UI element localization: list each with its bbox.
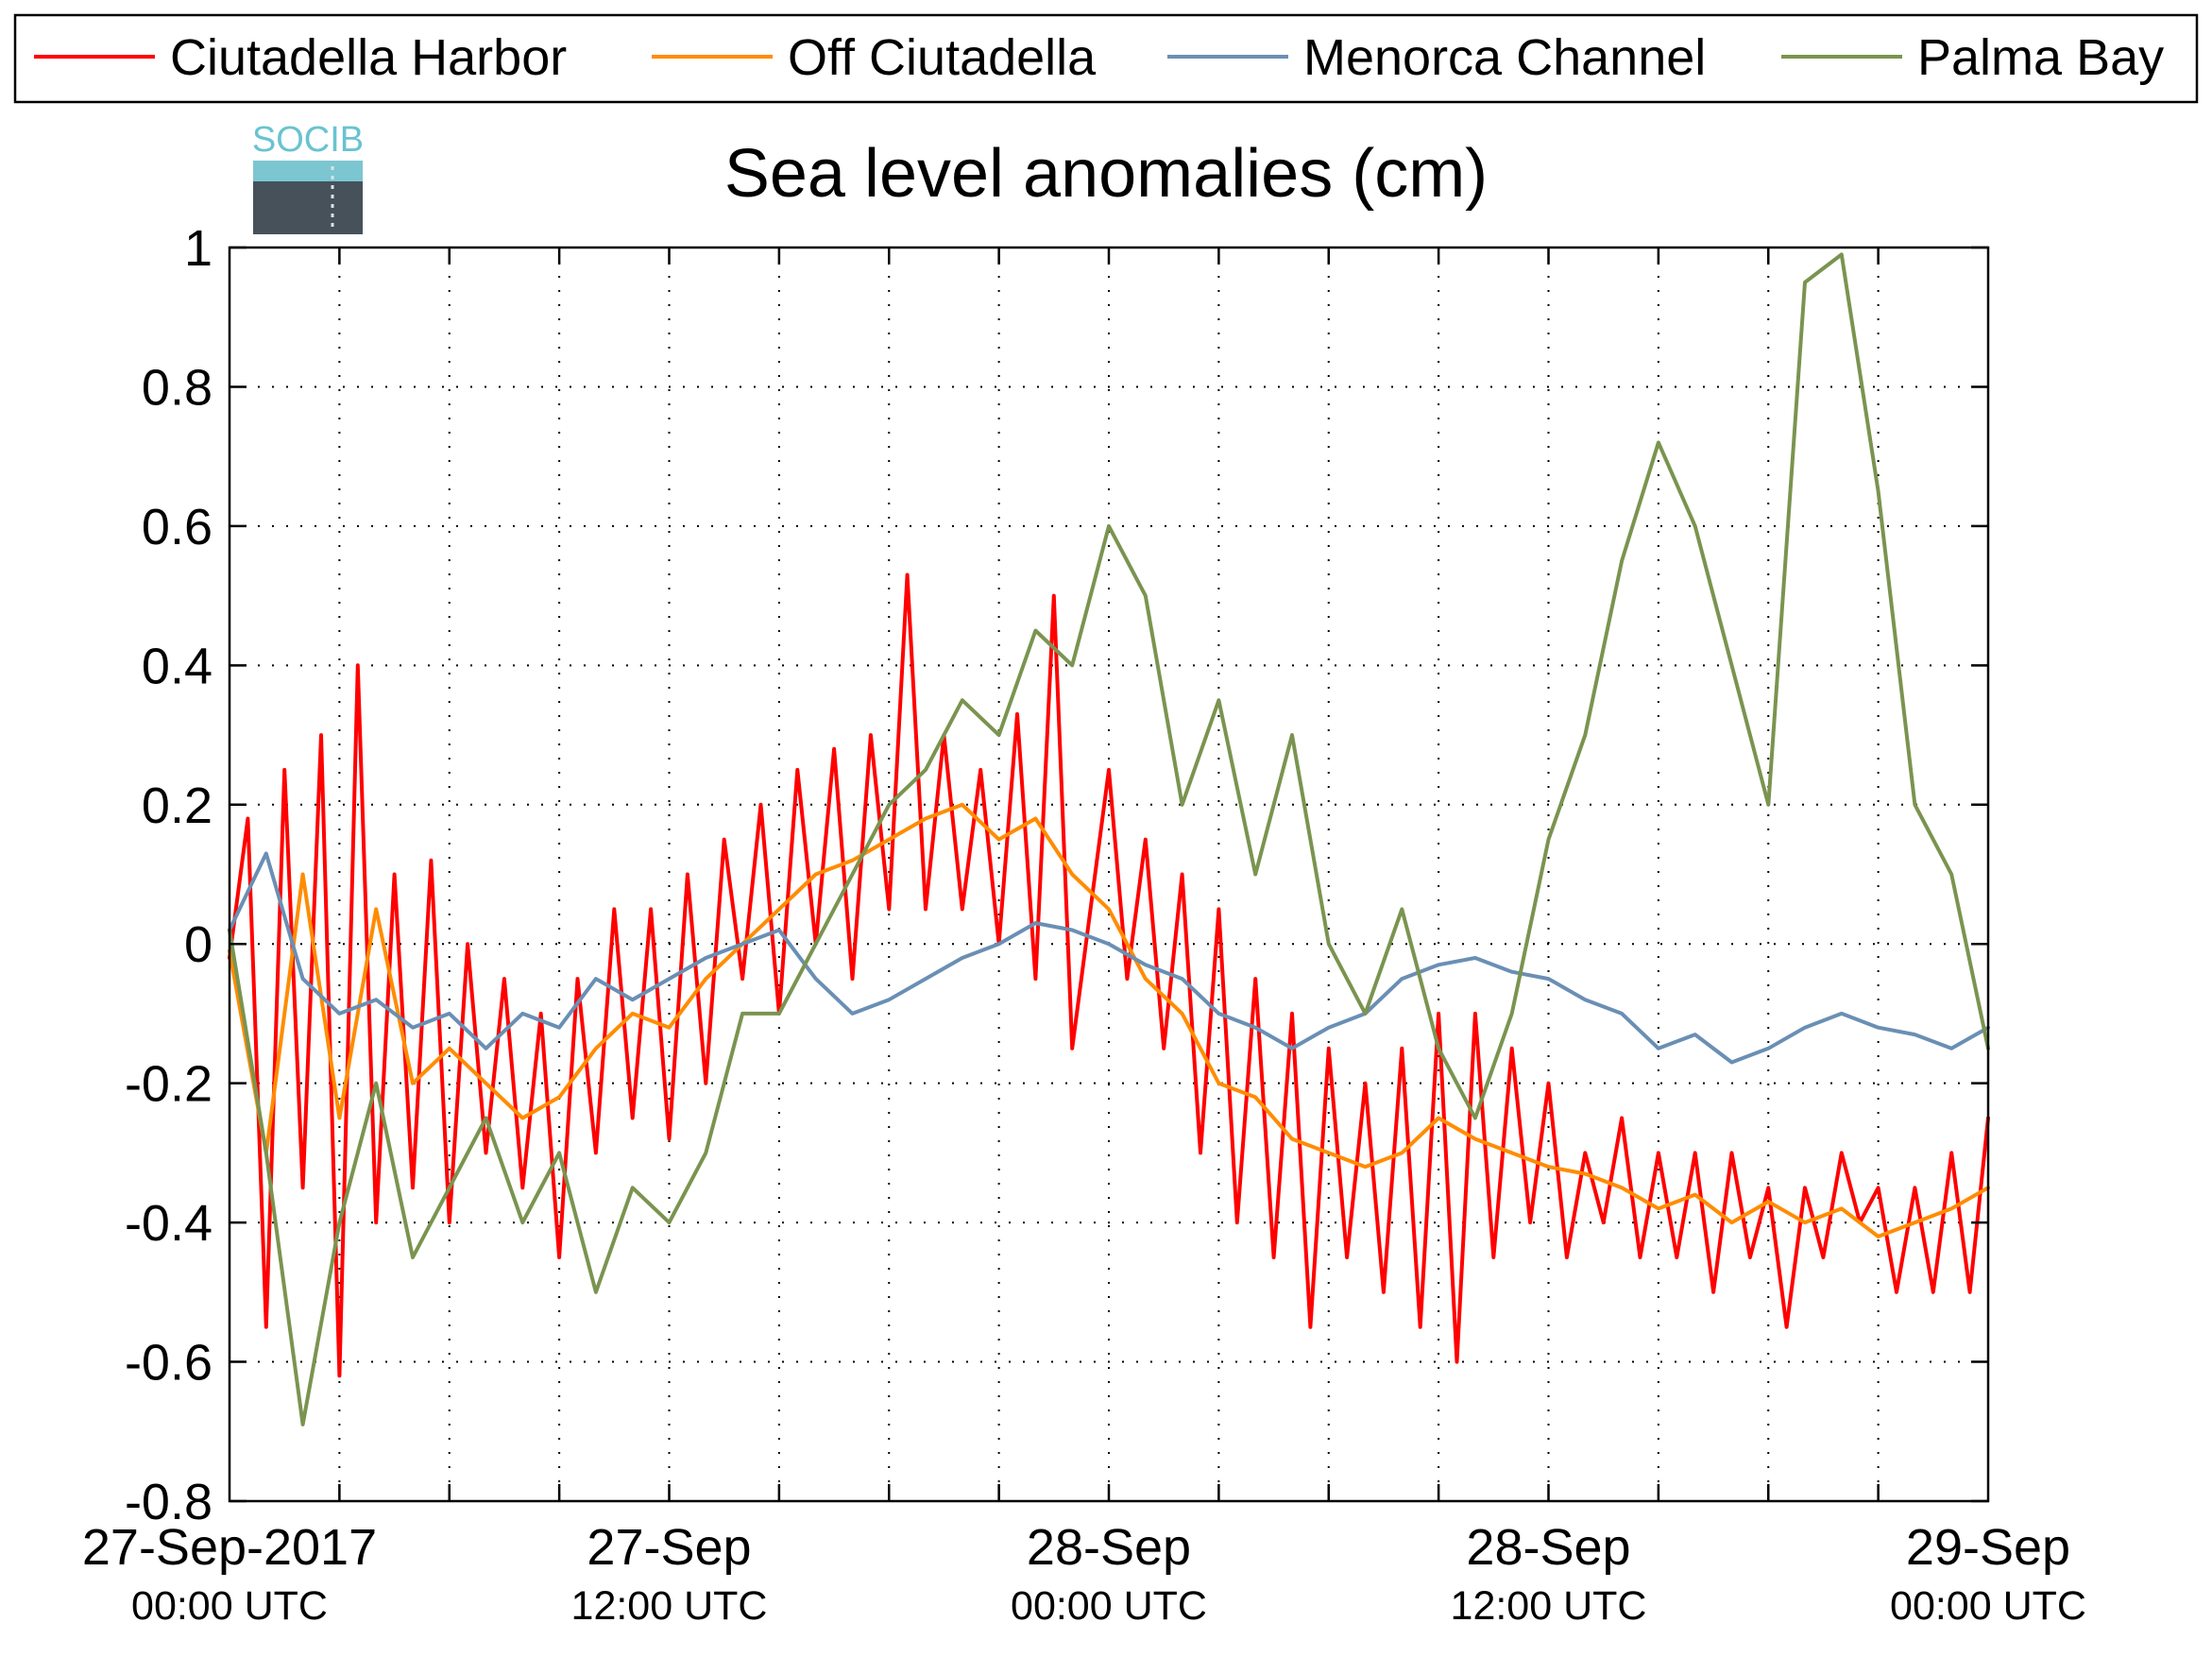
- legend: Ciutadella Harbor Off Ciutadella Menorca C…: [13, 13, 2199, 104]
- y-tick-label: 0.4: [142, 638, 213, 694]
- x-tick-time-label: 00:00 UTC: [131, 1583, 328, 1629]
- chart-title: Sea level anomalies (cm): [724, 136, 1488, 212]
- x-tick-time-label: 12:00 UTC: [571, 1583, 768, 1629]
- x-tick-labels: 27-Sep-2017 00:00 UTC 27-Sep 12:00 UTC 28-Se…: [82, 1519, 2086, 1629]
- y-tick-label: -0.8: [125, 1474, 213, 1530]
- y-tick-labels: -0.8 -0.6 -0.4 -0.2 0 0.2 0.4 0.6 0.8 1: [125, 220, 213, 1530]
- plot-area: [228, 246, 1990, 1503]
- y-tick-label: 0: [184, 916, 213, 973]
- x-tick-time-label: 00:00 UTC: [1890, 1583, 2086, 1629]
- y-tick-label: 0.6: [142, 499, 213, 555]
- series-group: [228, 252, 1990, 1426]
- y-tick-label: 0.8: [142, 359, 213, 416]
- legend-label-off-ciutadella: Off Ciutadella: [788, 29, 1097, 86]
- x-tick-time-label: 12:00 UTC: [1451, 1583, 1647, 1629]
- socib-logo: SOCIB: [252, 120, 364, 234]
- x-tick-date-label: 27-Sep-2017: [82, 1519, 377, 1576]
- legend-items: Ciutadella Harbor Off Ciutadella Menorca C…: [34, 29, 2164, 86]
- y-tick-label: 0.2: [142, 777, 213, 834]
- logo-text: SOCIB: [252, 120, 364, 160]
- series-line-ciutadella-harbor: [228, 572, 1990, 1378]
- x-tick-date-label: 28-Sep: [1027, 1519, 1191, 1576]
- y-tick-label: -0.6: [125, 1335, 213, 1392]
- grid: [230, 248, 1988, 1501]
- series-line-palma-bay: [228, 252, 1990, 1426]
- y-tick-label: -0.4: [125, 1195, 213, 1252]
- series-line-menorca-channel: [228, 851, 1990, 1065]
- y-tick-label: -0.2: [125, 1056, 213, 1113]
- ticks: [230, 246, 1988, 1503]
- x-tick-date-label: 27-Sep: [587, 1519, 751, 1576]
- x-tick-date-label: 28-Sep: [1466, 1519, 1630, 1576]
- legend-label-menorca-channel: Menorca Channel: [1303, 29, 1706, 86]
- legend-label-palma-bay: Palma Bay: [1917, 29, 2164, 86]
- series-line-off-ciutadella: [228, 802, 1990, 1238]
- logo-wave: [253, 161, 363, 181]
- x-tick-date-label: 29-Sep: [1906, 1519, 2070, 1576]
- x-tick-time-label: 00:00 UTC: [1011, 1583, 1207, 1629]
- y-tick-label: 1: [184, 220, 213, 277]
- legend-label-ciutadella-harbor: Ciutadella Harbor: [170, 29, 567, 86]
